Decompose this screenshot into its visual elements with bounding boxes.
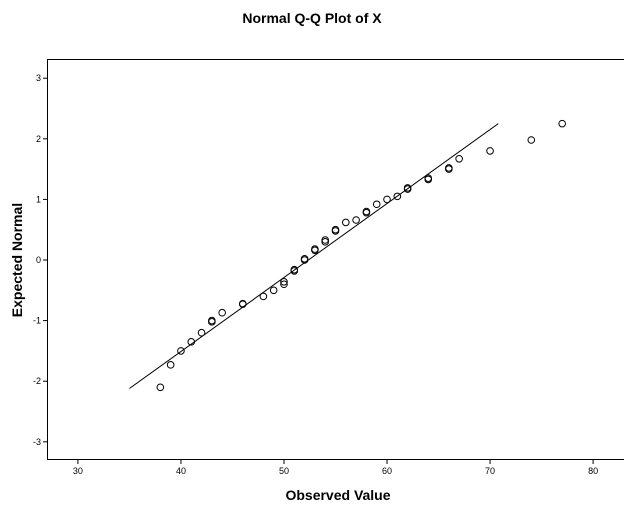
data-point	[362, 207, 371, 216]
y-tick-label: -1	[33, 316, 41, 326]
data-point	[352, 216, 360, 224]
x-tick-label: 30	[73, 466, 83, 476]
y-axis: -3 -2 -1 0 1 2 3	[33, 73, 47, 447]
y-tick-label: -3	[33, 437, 41, 447]
data-point	[383, 195, 391, 204]
data-point	[218, 308, 226, 317]
data-point	[311, 245, 319, 253]
data-point	[424, 174, 433, 182]
x-tick-label: 80	[588, 466, 598, 476]
x-tick-label: 50	[279, 466, 289, 476]
data-point	[558, 119, 566, 128]
data-point	[455, 154, 463, 163]
data-point	[269, 286, 278, 295]
x-tick-label: 70	[485, 466, 495, 476]
y-tick-label: 1	[36, 194, 41, 204]
data-point	[280, 278, 288, 286]
data-point	[403, 184, 412, 192]
data-point	[290, 265, 299, 274]
data-point	[177, 347, 185, 355]
data-point	[372, 200, 381, 209]
y-tick-label: 3	[36, 73, 41, 83]
y-tick-label: 2	[36, 134, 41, 144]
data-point	[300, 254, 309, 263]
data-point	[197, 328, 206, 337]
data-point	[187, 338, 196, 346]
data-point	[527, 136, 536, 144]
data-point	[156, 383, 165, 392]
y-tick-label: -2	[33, 376, 41, 386]
data-point	[393, 192, 402, 201]
x-tick-label: 40	[176, 466, 186, 476]
data-point	[445, 164, 453, 172]
x-axis-label: Observed Value	[285, 487, 390, 503]
data-point	[486, 147, 494, 155]
plot-area	[47, 59, 624, 460]
data-point	[331, 225, 340, 234]
data-point	[280, 280, 288, 289]
data-point	[321, 236, 329, 244]
data-points	[156, 119, 566, 392]
reference-line-group	[129, 123, 499, 389]
x-tick-label: 60	[382, 466, 392, 476]
data-point	[342, 218, 350, 227]
y-axis-label: Expected Normal	[9, 203, 25, 317]
data-point	[259, 292, 268, 301]
data-point	[166, 361, 175, 369]
x-axis: 30 40 50 60 70 80	[73, 460, 598, 476]
chart-title: Normal Q-Q Plot of X	[242, 10, 382, 26]
data-point	[208, 316, 216, 325]
reference-line	[129, 123, 499, 389]
y-tick-label: 0	[36, 255, 41, 265]
data-point	[238, 299, 247, 308]
